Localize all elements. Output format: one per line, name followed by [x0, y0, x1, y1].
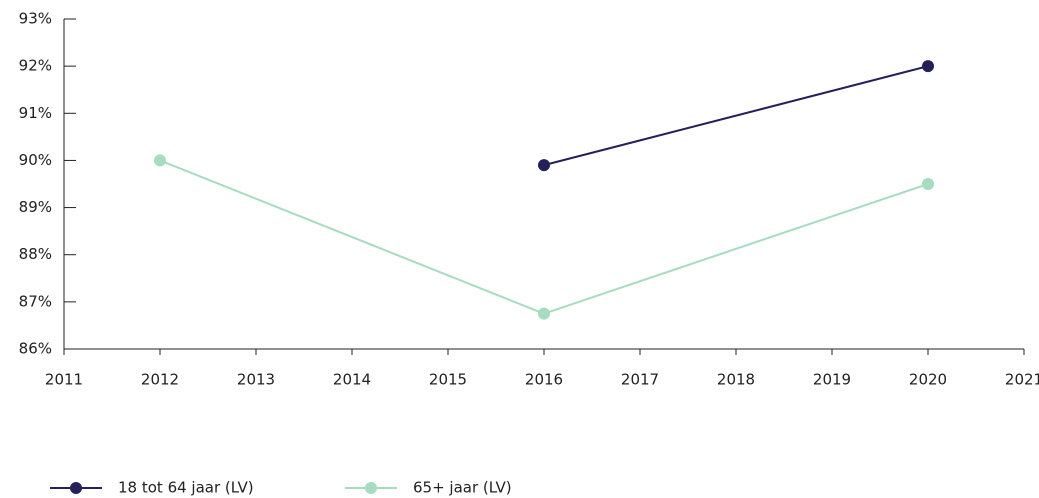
- series-line: [159, 159, 929, 315]
- x-tick-label: 2011: [45, 371, 83, 389]
- y-tick-label: 88%: [19, 245, 52, 263]
- x-tick-label: 2015: [429, 371, 467, 389]
- data-point: [154, 154, 166, 167]
- legend-label: 65+ jaar (LV): [413, 479, 512, 497]
- y-tick-label: 89%: [19, 198, 52, 216]
- data-point: [922, 178, 934, 190]
- x-tick-label: 2020: [909, 371, 947, 389]
- data-point: [538, 159, 550, 172]
- x-tick-label: 2014: [333, 371, 371, 389]
- legend-marker: [365, 482, 377, 494]
- y-tick-label: 90%: [19, 151, 52, 169]
- data-point: [922, 60, 934, 73]
- x-tick-label: 2012: [141, 371, 179, 389]
- x-tick-label: 2019: [813, 371, 851, 389]
- x-tick-label: 2017: [621, 371, 659, 389]
- y-tick-label: 92%: [19, 57, 52, 75]
- x-tick-label: 2018: [717, 371, 755, 389]
- x-tick-label: 2016: [525, 371, 563, 389]
- x-tick-label: 2013: [237, 371, 275, 389]
- series-line: [543, 65, 929, 167]
- x-tick-label: 2021: [1005, 371, 1039, 389]
- legend-label: 18 tot 64 jaar (LV): [118, 479, 254, 497]
- y-tick-label: 91%: [19, 104, 52, 122]
- y-tick-label: 86%: [19, 340, 52, 358]
- y-tick-label: 87%: [19, 292, 52, 310]
- legend-marker: [70, 482, 82, 494]
- y-tick-label: 93%: [19, 10, 52, 28]
- data-point: [538, 307, 550, 320]
